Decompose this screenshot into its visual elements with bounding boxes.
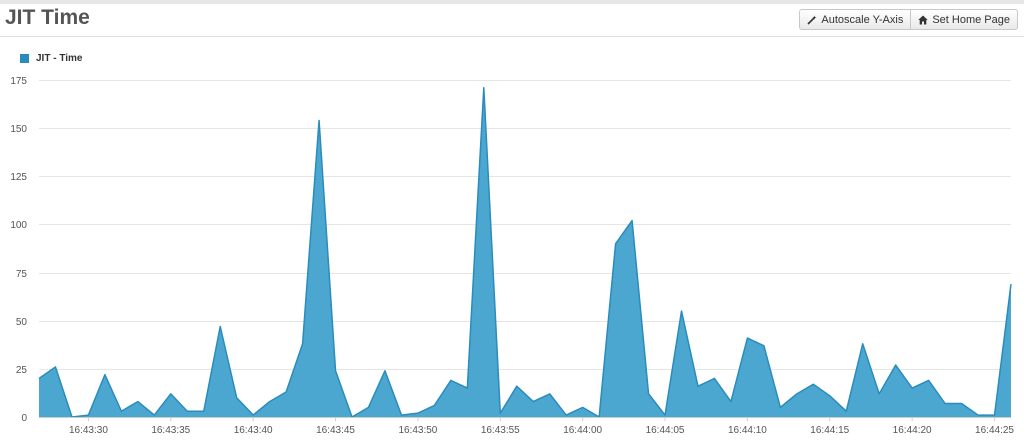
y-tick-label: 50 [16, 317, 28, 328]
series-area-fill [39, 87, 1011, 417]
autoscale-label: Autoscale Y-Axis [821, 13, 904, 26]
page-title: JIT Time [5, 6, 90, 29]
x-tick-label: 16:44:15 [810, 425, 849, 436]
x-tick-label: 16:43:50 [398, 425, 437, 436]
home-icon [918, 15, 929, 25]
y-tick-label: 175 [10, 76, 27, 87]
y-tick-label: 75 [16, 269, 28, 280]
series-line [38, 86, 1012, 418]
y-tick-label: 125 [10, 172, 27, 183]
area-layer [38, 86, 1012, 418]
x-tick-label: 16:44:25 [975, 425, 1014, 436]
chart-legend: JIT - Time [20, 53, 83, 64]
set-home-page-button[interactable]: Set Home Page [911, 9, 1018, 30]
axis-layer: 0 25 50 75 100 125 150 175 16:43:30 16:43:35 16:43… [10, 76, 1014, 436]
legend-label: JIT - Time [36, 53, 83, 64]
wand-icon [807, 15, 817, 25]
toolbar: Autoscale Y-Axis Set Home Page [799, 9, 1018, 30]
x-tick-label: 16:44:10 [728, 425, 767, 436]
jit-time-chart: 0 25 50 75 100 125 150 175 16:43:30 16:43:35 16:43… [10, 76, 1014, 436]
x-tick-label: 16:43:35 [151, 425, 190, 436]
x-tick-label: 16:44:20 [893, 425, 932, 436]
top-rule [0, 0, 1024, 4]
panel-header: JIT Time Autoscale Y-Axis Set Home Page [0, 4, 1024, 37]
home-label: Set Home Page [932, 13, 1010, 26]
x-tick-label: 16:43:30 [69, 425, 108, 436]
y-tick-label: 25 [16, 365, 28, 376]
x-tick-label: 16:43:40 [234, 425, 273, 436]
autoscale-y-axis-button[interactable]: Autoscale Y-Axis [799, 9, 912, 30]
x-tick-label: 16:43:55 [481, 425, 520, 436]
x-tick-label: 16:43:45 [316, 425, 355, 436]
y-tick-label: 150 [10, 124, 27, 135]
legend-swatch [20, 54, 29, 63]
y-tick-label: 100 [10, 220, 27, 231]
y-tick-label: 0 [21, 413, 27, 424]
x-tick-label: 16:44:00 [563, 425, 602, 436]
x-tick-label: 16:44:05 [646, 425, 685, 436]
